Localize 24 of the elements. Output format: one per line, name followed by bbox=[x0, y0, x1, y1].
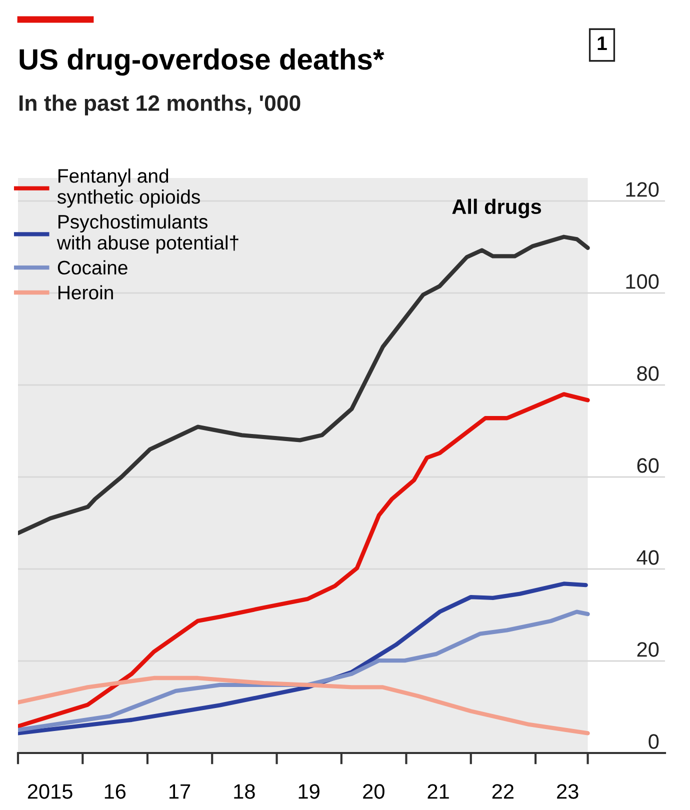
x-tick-label: 18 bbox=[234, 784, 255, 799]
x-tick-label: 2015 bbox=[28, 784, 72, 799]
annotation: All drugs bbox=[452, 198, 542, 218]
y-tick-label: 0 bbox=[648, 734, 659, 749]
text: 1 bbox=[598, 36, 607, 50]
chart-subtitle: In the past 12 months, '000 bbox=[19, 94, 300, 116]
legend-label: Heroin bbox=[58, 285, 113, 300]
y-tick-label: 40 bbox=[636, 550, 659, 565]
x-tick-label: 16 bbox=[104, 784, 126, 799]
chart-title: US drug-overdose deaths* bbox=[20, 48, 384, 76]
x-tick-label: 19 bbox=[298, 784, 320, 799]
y-tick-label: 60 bbox=[637, 458, 659, 473]
y-tick-label: 120 bbox=[626, 182, 659, 197]
y-tick-label: 20 bbox=[637, 642, 659, 657]
y-tick-label: 100 bbox=[626, 274, 659, 289]
x-tick-label: 17 bbox=[170, 784, 190, 799]
legend-label: Fentanyl and synthetic opioids bbox=[57, 168, 200, 208]
y-tick-label: 80 bbox=[637, 366, 659, 381]
x-tick-label: 22 bbox=[492, 784, 514, 799]
legend-label: Cocaine bbox=[58, 260, 128, 275]
x-tick-label: 23 bbox=[557, 784, 578, 799]
legend-label: Psychostimulants with abuse potential† bbox=[56, 214, 238, 254]
x-tick-label: 21 bbox=[428, 784, 449, 799]
x-tick-label: 20 bbox=[363, 784, 384, 799]
